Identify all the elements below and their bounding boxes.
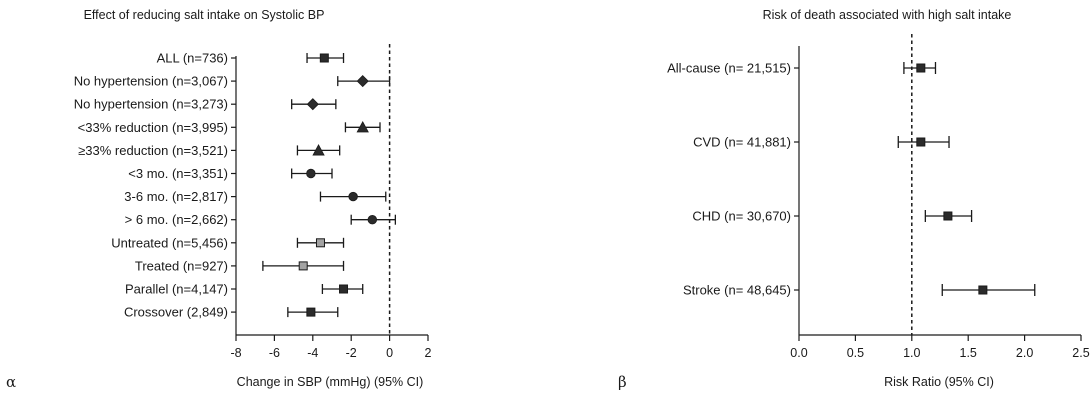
point-estimate-square-alpha — [306, 307, 316, 317]
row-label-alpha: 3-6 mo. (n=2,817) — [124, 189, 228, 204]
point-estimate-square-beta — [916, 63, 926, 73]
x-tick-label-beta: 1.5 — [960, 346, 977, 360]
point-estimate-circle-alpha — [348, 191, 358, 202]
row-label-beta: CHD (n= 30,670) — [692, 209, 791, 224]
panel-alpha: Effect of reducing salt intake on Systol… — [6, 8, 432, 391]
point-estimate-triangle-alpha — [356, 120, 369, 133]
point-estimate-triangle-alpha — [312, 144, 325, 156]
row-label-alpha: Treated (n=927) — [135, 258, 228, 273]
point-estimate-square-beta — [943, 211, 953, 221]
panel-label-alpha: α — [6, 373, 16, 391]
x-tick-label-beta: 0.5 — [847, 346, 864, 360]
chart-title-beta: Risk of death associated with high salt … — [763, 8, 1012, 22]
point-estimate-circle-alpha — [367, 214, 378, 225]
x-axis-label-alpha: Change in SBP (mmHg) (95% CI) — [237, 375, 424, 389]
row-label-alpha: ALL (n=736) — [157, 51, 228, 66]
plot-area-beta: 0.0 0.5 1.0 1.5 2.0 2.5 All-cause (n= 21,515) C… — [667, 34, 1090, 360]
point-estimate-diamond-alpha — [356, 75, 369, 88]
row-label-alpha: Crossover (2,849) — [124, 305, 228, 320]
x-tick-label-alpha: -8 — [230, 346, 241, 360]
row-label-beta: CVD (n= 41,881) — [693, 135, 791, 150]
chart-title-alpha: Effect of reducing salt intake on Systol… — [84, 8, 325, 22]
panel-label-beta: β — [618, 373, 627, 391]
panel-beta: Risk of death associated with high salt … — [618, 8, 1090, 391]
row-label-alpha: Untreated (n=5,456) — [111, 235, 228, 250]
point-estimate-circle-alpha — [306, 168, 316, 179]
x-tick-label-beta: 2.5 — [1072, 346, 1089, 360]
plot-area-alpha: -8 -6 -4 -2 0 2 ALL (n=736) No hypertension (n=… — [74, 44, 432, 360]
point-estimate-square-alpha — [319, 53, 329, 63]
row-label-alpha: <3 mo. (n=3,351) — [128, 166, 228, 181]
row-label-alpha: No hypertension (n=3,273) — [74, 97, 228, 112]
row-label-alpha: <33% reduction (n=3,995) — [78, 120, 228, 135]
row-label-alpha: ≥33% reduction (n=3,521) — [78, 143, 228, 158]
x-tick-label-alpha: -4 — [307, 346, 318, 360]
row-label-alpha: No hypertension (n=3,067) — [74, 74, 228, 89]
point-estimate-square-beta — [978, 285, 988, 295]
row-label-alpha: > 6 mo. (n=2,662) — [125, 212, 228, 227]
x-tick-label-alpha: 2 — [425, 346, 432, 360]
point-estimate-square-alpha — [315, 238, 325, 248]
row-label-alpha: Parallel (n=4,147) — [125, 282, 228, 297]
row-label-beta: Stroke (n= 48,645) — [683, 283, 791, 298]
x-tick-label-beta: 2.0 — [1016, 346, 1033, 360]
point-estimate-square-alpha — [298, 261, 308, 271]
x-tick-label-beta: 0.0 — [790, 346, 807, 360]
x-tick-label-alpha: -6 — [269, 346, 280, 360]
x-axis-label-beta: Risk Ratio (95% CI) — [884, 375, 994, 389]
x-tick-label-alpha: -2 — [346, 346, 357, 360]
point-estimate-square-beta — [916, 137, 926, 147]
x-tick-label-alpha: 0 — [386, 346, 393, 360]
point-estimate-diamond-alpha — [306, 98, 319, 111]
row-label-beta: All-cause (n= 21,515) — [667, 61, 791, 76]
point-estimate-square-alpha — [339, 284, 349, 294]
x-tick-label-beta: 1.0 — [903, 346, 920, 360]
